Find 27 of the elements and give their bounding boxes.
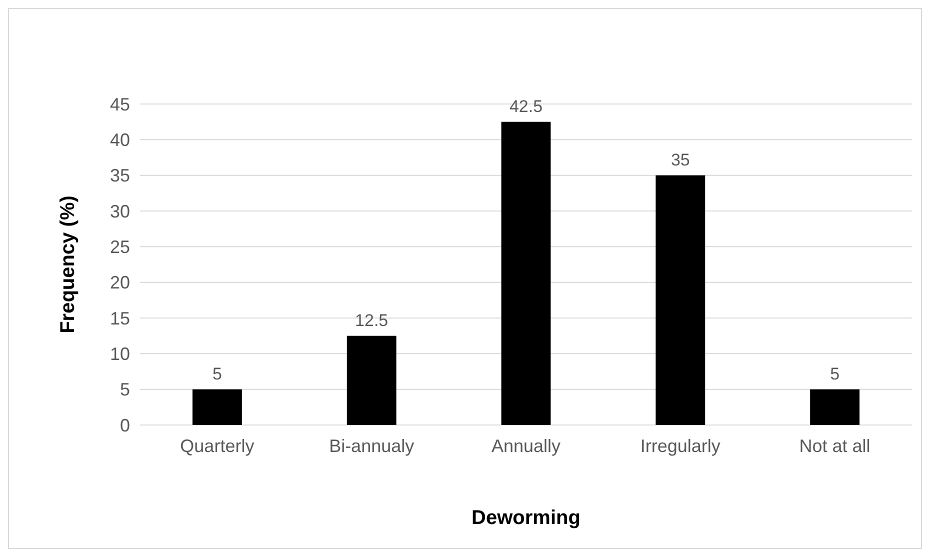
y-axis-title: Frequency (%) [57,196,79,334]
bar [656,175,706,425]
y-tick-label: 45 [110,94,130,114]
y-tick-label: 10 [110,344,130,364]
x-axis-title: Deworming [472,507,580,529]
x-tick-label: Not at all [799,436,870,456]
x-tick-label: Annually [491,436,561,456]
data-label: 12.5 [355,310,388,330]
data-label: 5 [830,364,840,384]
data-label: 35 [670,150,690,170]
y-tick-label: 35 [110,166,130,186]
x-tick-label: Irregularly [640,436,720,456]
y-tick-label: 15 [110,308,130,328]
y-tick-label: 30 [110,201,130,222]
x-tick-label: Bi-annualy [329,436,414,456]
y-tick-label: 5 [120,380,130,400]
y-tick-label: 25 [110,236,130,257]
x-tick-label: Quarterly [180,436,254,456]
bar [192,389,242,425]
bar [810,389,860,425]
y-tick-label: 40 [110,130,130,150]
y-tick-label: 20 [110,272,130,293]
bar [346,336,396,425]
data-label: 42.5 [509,96,543,116]
bar [501,122,551,425]
data-label: 5 [212,364,222,384]
y-tick-label: 0 [120,415,130,436]
